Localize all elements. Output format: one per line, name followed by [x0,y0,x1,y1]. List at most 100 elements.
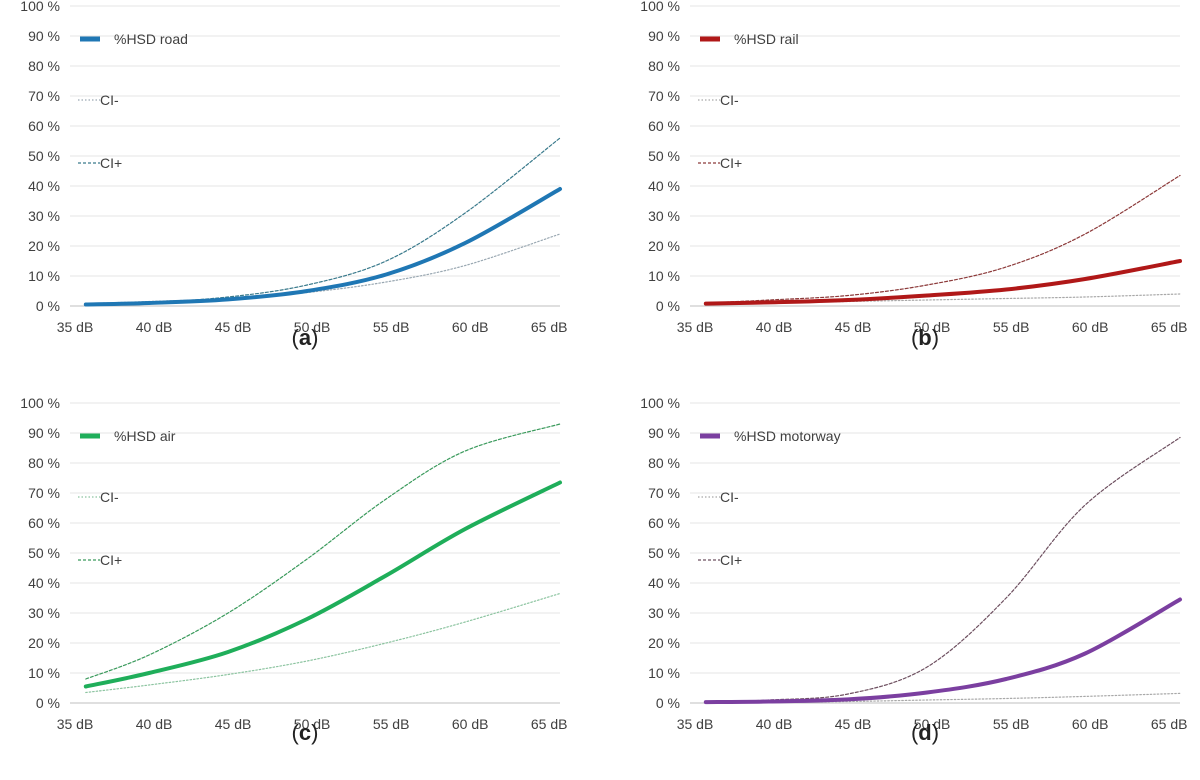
legend-label: %HSD rail [734,31,799,47]
y-tick-label: 90 % [648,28,680,44]
y-tick-label: 100 % [640,0,680,14]
y-tick-label: 20 % [28,238,60,254]
panel-label: (b) [911,325,939,350]
legend-label: CI+ [100,155,122,171]
x-tick-label: 65 dB [531,319,568,335]
y-tick-label: 40 % [28,575,60,591]
y-tick-label: 50 % [28,148,60,164]
x-tick-label: 50 dB [914,716,951,732]
legend-label: %HSD air [114,428,176,444]
panel-label-letter: c [299,720,311,745]
chart-panel-c: 0 % 10 % 20 % 30 % 40 % 50 % 60 % 70 % 80 % 90 % 1… [20,395,567,745]
panel-label: (c) [292,720,319,745]
x-tick-label: 35 dB [677,319,714,335]
legend-label: CI+ [720,155,742,171]
y-tick-label: 90 % [648,425,680,441]
y-tick-label: 70 % [28,485,60,501]
legend-label: CI+ [720,552,742,568]
series-line-ci-high [85,137,561,306]
y-tick-label: 80 % [648,58,680,74]
y-tick-label: 30 % [648,208,680,224]
y-tick-label: 40 % [28,178,60,194]
legend-label: %HSD road [114,31,188,47]
series-line-main [703,259,1182,306]
x-tick-label: 50 dB [294,319,331,335]
y-tick-label: 80 % [28,58,60,74]
y-tick-label: 50 % [648,545,680,561]
y-tick-label: 20 % [648,238,680,254]
x-tick-label: 45 dB [835,319,872,335]
y-tick-label: 80 % [648,455,680,471]
x-tick-label: 35 dB [57,319,94,335]
chart-panel-d: 0 % 10 % 20 % 30 % 40 % 50 % 60 % 70 % 80 % 90 % 1… [640,395,1187,745]
y-tick-label: 50 % [648,148,680,164]
y-tick-label: 50 % [28,545,60,561]
y-tick-label: 70 % [28,88,60,104]
y-tick-label: 30 % [648,605,680,621]
x-tick-label: 45 dB [215,319,252,335]
x-tick-label: 35 dB [57,716,94,732]
series-line-ci-high [705,174,1181,304]
panel-label: (d) [911,720,939,745]
series-line-main [83,187,562,307]
y-tick-label: 80 % [28,455,60,471]
x-tick-label: 40 dB [756,716,793,732]
y-tick-label: 40 % [648,575,680,591]
x-tick-label: 50 dB [294,716,331,732]
x-tick-label: 60 dB [452,319,489,335]
series-line-main [83,480,562,689]
series-line-main [703,597,1182,705]
x-tick-label: 55 dB [373,319,410,335]
x-tick-label: 65 dB [1151,319,1188,335]
y-tick-label: 60 % [648,118,680,134]
legend-label: CI- [720,92,739,108]
y-tick-label: 0 % [36,298,60,314]
y-tick-label: 40 % [648,178,680,194]
y-tick-label: 10 % [648,665,680,681]
x-tick-label: 40 dB [136,716,173,732]
series-line-ci-low [85,592,561,694]
y-tick-label: 60 % [28,118,60,134]
legend-label: CI- [100,92,119,108]
y-tick-label: 100 % [20,395,60,411]
y-tick-label: 10 % [648,268,680,284]
x-tick-label: 55 dB [993,716,1030,732]
y-tick-label: 100 % [20,0,60,14]
y-tick-label: 100 % [640,395,680,411]
series-line-ci-low [85,233,561,305]
x-tick-label: 60 dB [1072,319,1109,335]
y-tick-label: 20 % [648,635,680,651]
x-tick-label: 65 dB [531,716,568,732]
panel-label-letter: d [918,720,931,745]
legend-label: CI- [720,489,739,505]
y-tick-label: 60 % [648,515,680,531]
x-tick-label: 60 dB [452,716,489,732]
x-tick-label: 60 dB [1072,716,1109,732]
y-tick-label: 0 % [656,298,680,314]
y-tick-label: 60 % [28,515,60,531]
panel-label: (a) [292,325,319,350]
chart-panel-a: 0 % 10 % 20 % 30 % 40 % 50 % 60 % 70 % 80 % 90 % 1… [20,0,567,350]
y-tick-label: 30 % [28,208,60,224]
series-line-ci-high [705,436,1181,703]
x-tick-label: 45 dB [835,716,872,732]
y-tick-label: 10 % [28,268,60,284]
panel-label-letter: a [299,325,312,350]
y-tick-label: 0 % [656,695,680,711]
x-tick-label: 55 dB [993,319,1030,335]
legend-label: CI- [100,489,119,505]
x-tick-label: 40 dB [756,319,793,335]
series-line-ci-high [85,423,561,680]
y-tick-label: 90 % [28,28,60,44]
x-tick-label: 35 dB [677,716,714,732]
y-tick-label: 0 % [36,695,60,711]
y-tick-label: 10 % [28,665,60,681]
x-tick-label: 40 dB [136,319,173,335]
legend-label: CI+ [100,552,122,568]
y-tick-label: 70 % [648,485,680,501]
y-tick-label: 20 % [28,635,60,651]
chart-panel-b: 0 % 10 % 20 % 30 % 40 % 50 % 60 % 70 % 80 % 90 % 1… [640,0,1187,350]
y-tick-label: 70 % [648,88,680,104]
x-tick-label: 45 dB [215,716,252,732]
